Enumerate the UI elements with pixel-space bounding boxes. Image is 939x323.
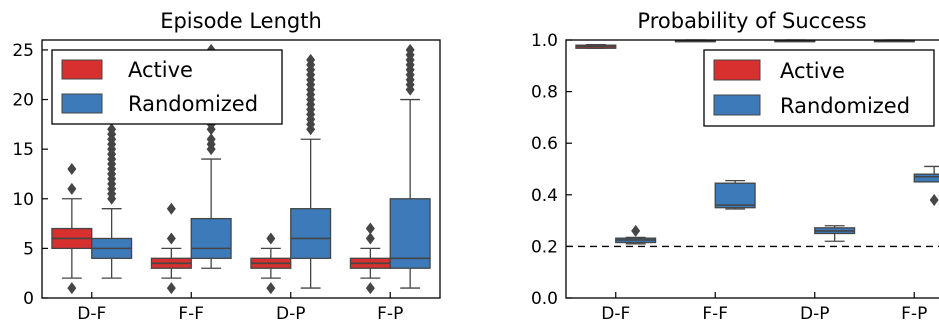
randomized-outlier (631, 224, 641, 237)
randomized-outlier (206, 133, 216, 146)
x-tick-label: F-F (702, 304, 728, 323)
randomized-box (290, 208, 332, 259)
active-outlier (266, 232, 276, 245)
x-tick-label: D-F (77, 304, 106, 323)
legend-label-randomized: Randomized (780, 94, 910, 118)
legend-label-randomized: Randomized (128, 92, 258, 116)
legend-swatch-randomized (713, 94, 761, 116)
episode-length-panel: Episode Length 0 5 10 15 20 25 D-F F-F D-P F-P Ac… (12, 9, 441, 323)
y-tick-label: 0.4 (531, 186, 558, 206)
y-tick-label: 0.0 (531, 289, 558, 309)
legend-swatch-active (713, 59, 761, 81)
randomized-outlier (107, 123, 117, 136)
y-tick-label: 1.0 (531, 31, 558, 51)
randomized-outlier (405, 43, 415, 56)
chart-title: Probability of Success (637, 9, 866, 33)
x-tick-label: D-P (276, 304, 305, 323)
active-outlier (166, 282, 176, 295)
active-outlier (166, 202, 176, 215)
active-outlier (67, 182, 77, 195)
randomized-outlier (306, 53, 316, 66)
y-tick-label: 25 (12, 41, 34, 61)
active-outlier (166, 232, 176, 245)
active-outlier (266, 282, 276, 295)
probability-panel: Probability of Success 0.0 0.2 0.4 0.6 0.8 1.… (531, 9, 939, 323)
x-tick-label: D-F (601, 304, 630, 323)
chart-title: Episode Length (160, 9, 322, 33)
y-tick-label: 0 (23, 289, 34, 309)
y-tick-label: 5 (23, 239, 34, 259)
randomized-box (190, 217, 232, 259)
y-tick-label: 0.8 (531, 83, 558, 103)
y-tick-label: 10 (12, 190, 34, 210)
legend-label-active: Active (780, 59, 845, 83)
randomized-outlier (929, 193, 939, 206)
x-tick-label: F-P (377, 304, 403, 323)
x-tick-label: D-P (800, 304, 829, 323)
randomized-box (389, 198, 431, 269)
legend-label-active: Active (128, 58, 193, 82)
legend-swatch-active (61, 59, 103, 80)
y-tick-label: 0.6 (531, 134, 558, 154)
y-tick-label: 0.2 (531, 237, 558, 257)
legend: Active Randomized (51, 49, 283, 125)
active-outlier (67, 282, 77, 295)
active-outlier (67, 163, 77, 175)
active-outlier (365, 222, 375, 235)
x-tick-label: F-P (901, 304, 927, 323)
y-tick-label: 20 (12, 91, 34, 111)
legend-swatch-randomized (61, 93, 103, 114)
legend: Active Randomized (703, 49, 935, 127)
axis-frame (565, 39, 939, 299)
axis-frame (41, 39, 441, 299)
active-outlier (365, 232, 375, 245)
randomized-box (913, 173, 939, 183)
active-outlier (365, 282, 375, 295)
randomized-box (714, 182, 756, 209)
x-tick-label: F-F (178, 304, 204, 323)
y-tick-label: 15 (12, 140, 34, 160)
